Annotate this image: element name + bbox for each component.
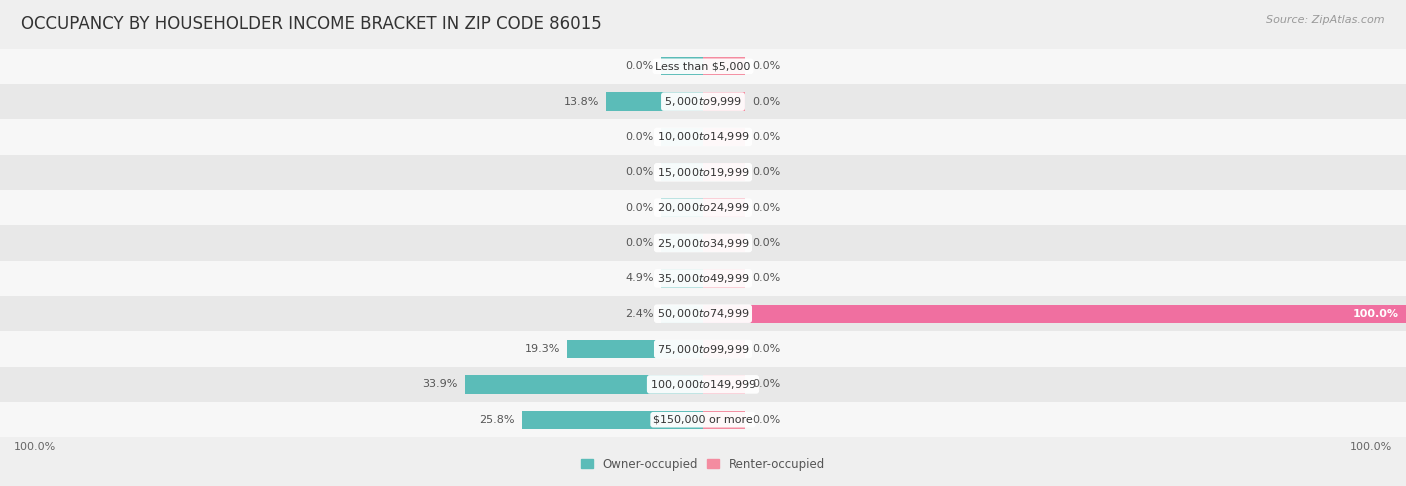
Text: 0.0%: 0.0% <box>752 415 780 425</box>
Text: 0.0%: 0.0% <box>626 167 654 177</box>
Bar <box>703 198 745 217</box>
Bar <box>703 92 745 111</box>
Text: $20,000 to $24,999: $20,000 to $24,999 <box>657 201 749 214</box>
Text: 13.8%: 13.8% <box>564 97 599 106</box>
Bar <box>0 226 1406 260</box>
Text: $50,000 to $74,999: $50,000 to $74,999 <box>657 307 749 320</box>
Bar <box>0 155 1406 190</box>
Text: 0.0%: 0.0% <box>626 132 654 142</box>
Text: $10,000 to $14,999: $10,000 to $14,999 <box>657 130 749 143</box>
Bar <box>703 340 745 358</box>
Bar <box>0 260 1406 296</box>
Text: 0.0%: 0.0% <box>752 132 780 142</box>
Bar <box>0 402 1406 437</box>
Bar <box>464 375 703 394</box>
Bar <box>661 57 703 75</box>
Text: 0.0%: 0.0% <box>752 97 780 106</box>
Text: 33.9%: 33.9% <box>422 380 458 389</box>
Text: 0.0%: 0.0% <box>752 61 780 71</box>
Text: 0.0%: 0.0% <box>626 238 654 248</box>
Text: 25.8%: 25.8% <box>479 415 515 425</box>
Bar <box>703 163 745 181</box>
Text: Less than $5,000: Less than $5,000 <box>655 61 751 71</box>
Bar <box>661 269 703 288</box>
Bar <box>661 128 703 146</box>
Text: $15,000 to $19,999: $15,000 to $19,999 <box>657 166 749 179</box>
Bar <box>661 234 703 252</box>
Text: 0.0%: 0.0% <box>752 167 780 177</box>
Bar <box>661 163 703 181</box>
Text: $100,000 to $149,999: $100,000 to $149,999 <box>650 378 756 391</box>
Text: $5,000 to $9,999: $5,000 to $9,999 <box>664 95 742 108</box>
Bar <box>703 128 745 146</box>
Text: 100.0%: 100.0% <box>14 442 56 452</box>
Bar <box>522 411 703 429</box>
Bar <box>0 119 1406 155</box>
Bar <box>661 198 703 217</box>
Bar <box>0 367 1406 402</box>
Text: 19.3%: 19.3% <box>524 344 560 354</box>
Bar <box>0 190 1406 226</box>
Text: 0.0%: 0.0% <box>752 203 780 213</box>
Text: 100.0%: 100.0% <box>1353 309 1399 319</box>
Text: $150,000 or more: $150,000 or more <box>654 415 752 425</box>
Legend: Owner-occupied, Renter-occupied: Owner-occupied, Renter-occupied <box>576 453 830 475</box>
Text: 0.0%: 0.0% <box>626 203 654 213</box>
Text: 4.9%: 4.9% <box>626 273 654 283</box>
Bar <box>606 92 703 111</box>
Text: $35,000 to $49,999: $35,000 to $49,999 <box>657 272 749 285</box>
Bar <box>568 340 703 358</box>
Text: 100.0%: 100.0% <box>1350 442 1392 452</box>
Text: $25,000 to $34,999: $25,000 to $34,999 <box>657 237 749 249</box>
Bar <box>703 411 745 429</box>
Text: OCCUPANCY BY HOUSEHOLDER INCOME BRACKET IN ZIP CODE 86015: OCCUPANCY BY HOUSEHOLDER INCOME BRACKET … <box>21 15 602 33</box>
Text: 2.4%: 2.4% <box>626 309 654 319</box>
Bar <box>0 296 1406 331</box>
Bar <box>703 234 745 252</box>
Text: $75,000 to $99,999: $75,000 to $99,999 <box>657 343 749 356</box>
Text: 0.0%: 0.0% <box>752 344 780 354</box>
Bar <box>703 375 745 394</box>
Bar <box>703 305 1406 323</box>
Bar <box>703 57 745 75</box>
Bar <box>661 305 703 323</box>
Text: 0.0%: 0.0% <box>752 380 780 389</box>
Bar <box>0 84 1406 119</box>
Text: 0.0%: 0.0% <box>752 273 780 283</box>
Text: Source: ZipAtlas.com: Source: ZipAtlas.com <box>1267 15 1385 25</box>
Text: 0.0%: 0.0% <box>626 61 654 71</box>
Bar <box>0 49 1406 84</box>
Bar <box>703 269 745 288</box>
Bar <box>0 331 1406 367</box>
Text: 0.0%: 0.0% <box>752 238 780 248</box>
